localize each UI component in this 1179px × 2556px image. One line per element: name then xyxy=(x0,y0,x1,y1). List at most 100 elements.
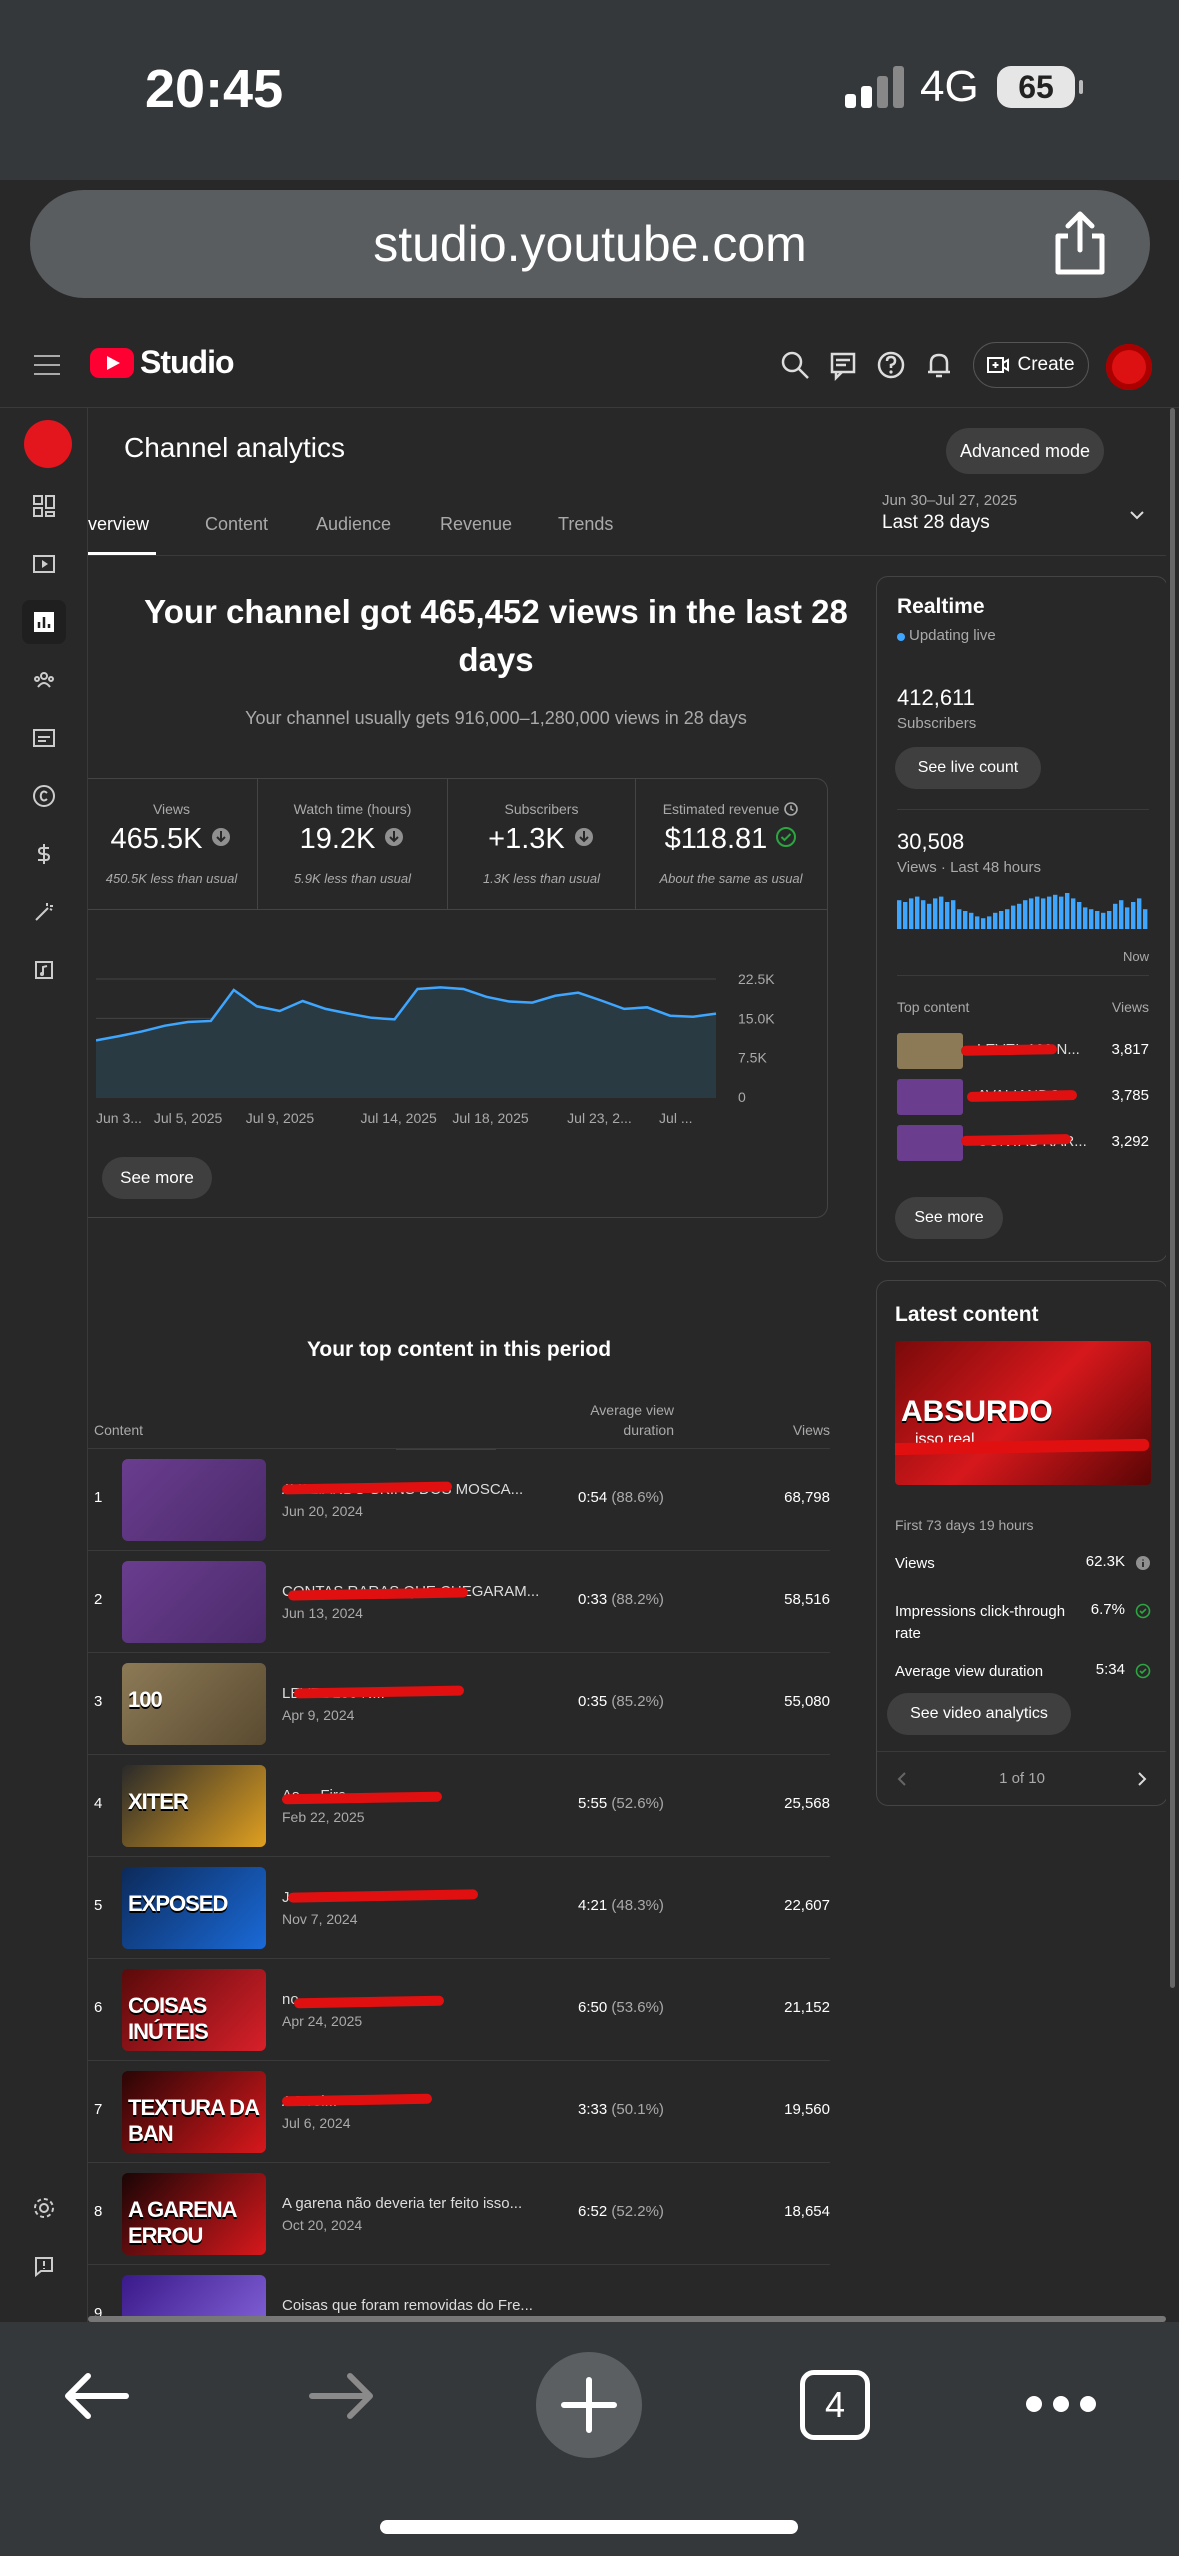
realtime-now-label: Now xyxy=(1122,949,1149,964)
nav-subtitles[interactable] xyxy=(22,716,66,760)
create-button[interactable]: Create xyxy=(973,342,1089,388)
realtime-top-item[interactable]: AVALIANDO... 3,785 xyxy=(897,1077,1149,1117)
nav-copyright[interactable] xyxy=(22,774,66,818)
thumbnail-text: TEXTURA DA BAN xyxy=(128,2095,259,2146)
realtime-bar xyxy=(897,900,902,929)
date-period[interactable]: Last 28 days xyxy=(882,512,990,533)
video-thumbnail[interactable]: XITER xyxy=(122,1765,266,1847)
back-arrow-icon[interactable] xyxy=(60,2366,132,2426)
nav-customization[interactable] xyxy=(22,890,66,934)
video-thumbnail[interactable]: A GARENA ERROU xyxy=(122,2173,266,2255)
video-thumbnail[interactable]: EXPOSED xyxy=(122,1867,266,1949)
tab-audience[interactable]: Audience xyxy=(316,514,392,534)
video-thumbnail[interactable]: 100 xyxy=(122,1663,266,1745)
video-title[interactable]: A garena não deveria ter feito isso... xyxy=(282,2195,523,2212)
video-thumbnail[interactable] xyxy=(122,1561,266,1643)
metric-note: 5.9K less than usual xyxy=(293,871,412,886)
share-icon[interactable] xyxy=(1048,210,1112,276)
chevron-left-icon[interactable] xyxy=(893,1770,911,1788)
tab-revenue[interactable]: Revenue xyxy=(440,514,513,534)
chevron-right-icon[interactable] xyxy=(1133,1770,1151,1788)
video-views: 3,785 xyxy=(1111,1087,1149,1104)
tab-content[interactable]: Content xyxy=(205,514,269,534)
search-icon[interactable] xyxy=(778,348,812,382)
video-date: Jun 13, 2024 xyxy=(282,1605,363,1621)
address-bar[interactable]: studio.youtube.com xyxy=(30,190,1150,298)
vertical-scrollbar[interactable] xyxy=(1166,408,1179,2328)
tab-overview[interactable]: Overview xyxy=(88,514,149,535)
video-views: 3,292 xyxy=(1111,1133,1149,1150)
realtime-bar xyxy=(1077,902,1082,929)
tabs-button[interactable]: 4 xyxy=(800,2370,870,2440)
tab-trends[interactable]: Trends xyxy=(558,514,614,534)
scrollbar-thumb[interactable] xyxy=(1170,408,1175,1988)
active-tab-indicator xyxy=(88,552,156,555)
realtime-see-more-button[interactable]: See more xyxy=(895,1197,1003,1239)
table-row[interactable]: 2CONTAS RARAS QUE CHEGARAM...Jun 13, 202… xyxy=(88,1550,830,1652)
see-more-button[interactable]: See more xyxy=(102,1157,212,1199)
advanced-mode-button[interactable]: Advanced mode xyxy=(946,428,1104,474)
realtime-bar xyxy=(987,916,992,929)
y-tick-label: 15.0K xyxy=(738,1010,775,1026)
video-date: Nov 7, 2024 xyxy=(282,1911,358,1927)
copyright-icon xyxy=(33,785,55,807)
avg-view-duration: 0:35 (85.2%) xyxy=(578,1693,664,1710)
row-rank: 1 xyxy=(94,1489,103,1506)
nav-dashboard[interactable] xyxy=(22,484,66,528)
metric-views[interactable]: Views 465.5K 450.5K less than usual xyxy=(88,779,258,909)
nav-community[interactable] xyxy=(22,658,66,702)
forward-arrow-icon[interactable] xyxy=(306,2366,378,2426)
new-tab-button[interactable] xyxy=(536,2352,642,2458)
logo-text[interactable]: Studio xyxy=(140,344,235,380)
video-thumbnail[interactable]: TEXTURA DA BAN xyxy=(122,2071,266,2153)
overview-subline: Your channel usually gets 916,000–1,280,… xyxy=(245,708,747,728)
see-video-analytics-button[interactable]: See video analytics xyxy=(887,1693,1071,1735)
table-row[interactable]: 8 A GARENA ERROU A garena não deveria ter … xyxy=(88,2162,830,2264)
table-row[interactable]: 1AVALIANDO SKINS DOS MOSCA...Jun 20, 202… xyxy=(88,1448,830,1550)
nav-content[interactable] xyxy=(22,542,66,586)
feedback-icon[interactable] xyxy=(826,348,860,382)
realtime-bar-chart[interactable] xyxy=(897,889,1149,939)
nav-feedback[interactable] xyxy=(22,2244,66,2288)
realtime-bar xyxy=(1005,909,1010,929)
metric-watch-time[interactable]: Watch time (hours) 19.2K 5.9K less than … xyxy=(258,779,448,909)
realtime-bar xyxy=(1083,907,1088,929)
latest-video-thumbnail[interactable]: ABSURDO isso real... xyxy=(895,1341,1151,1485)
channel-avatar[interactable] xyxy=(24,420,72,468)
row-rank: 5 xyxy=(94,1897,103,1914)
notifications-icon[interactable] xyxy=(922,348,956,382)
video-title[interactable]: Coisas que foram removidas do Fre... xyxy=(282,2297,533,2314)
realtime-subscribers: 412,611 xyxy=(897,685,975,710)
see-live-count-button[interactable]: See live count xyxy=(895,747,1041,789)
menu-icon[interactable] xyxy=(34,355,60,375)
realtime-bar xyxy=(1017,903,1022,929)
metric-subscribers[interactable]: Subscribers +1.3K 1.3K less than usual xyxy=(448,779,636,909)
nav-settings[interactable] xyxy=(22,2186,66,2230)
nav-audio-library[interactable] xyxy=(22,948,66,992)
realtime-card: Realtime Updating live 412,611 Subscribe… xyxy=(876,576,1166,1262)
realtime-bar xyxy=(1113,903,1118,929)
nav-earn[interactable] xyxy=(22,832,66,876)
realtime-top-item[interactable]: LEVEL 100 N... 3,817 xyxy=(897,1031,1149,1071)
date-range[interactable]: Jun 30–Jul 27, 2025 xyxy=(882,492,1018,509)
horizontal-scrollbar[interactable] xyxy=(88,2316,1166,2322)
realtime-bar xyxy=(999,911,1004,929)
metric-revenue[interactable]: Estimated revenue $118.81 About the same… xyxy=(636,779,826,909)
youtube-logo-icon[interactable] xyxy=(90,348,134,378)
nav-analytics[interactable] xyxy=(22,600,66,644)
help-icon[interactable] xyxy=(874,348,908,382)
row-rank: 6 xyxy=(94,1999,103,2016)
chevron-down-icon[interactable] xyxy=(1128,506,1146,524)
views-chart[interactable]: 22.5K 15.0K 7.5K 0 Jun 3... Jul 5, 2025 Jul 9,… xyxy=(96,949,816,1149)
more-options-icon[interactable] xyxy=(1024,2392,1098,2416)
video-thumbnail[interactable]: COISAS INÚTEIS xyxy=(122,1969,266,2051)
video-thumbnail xyxy=(897,1079,963,1115)
realtime-top-item[interactable]: CONTAS RAR... 3,292 xyxy=(897,1123,1149,1163)
account-avatar[interactable] xyxy=(1106,344,1152,390)
video-thumbnail[interactable] xyxy=(122,1459,266,1541)
